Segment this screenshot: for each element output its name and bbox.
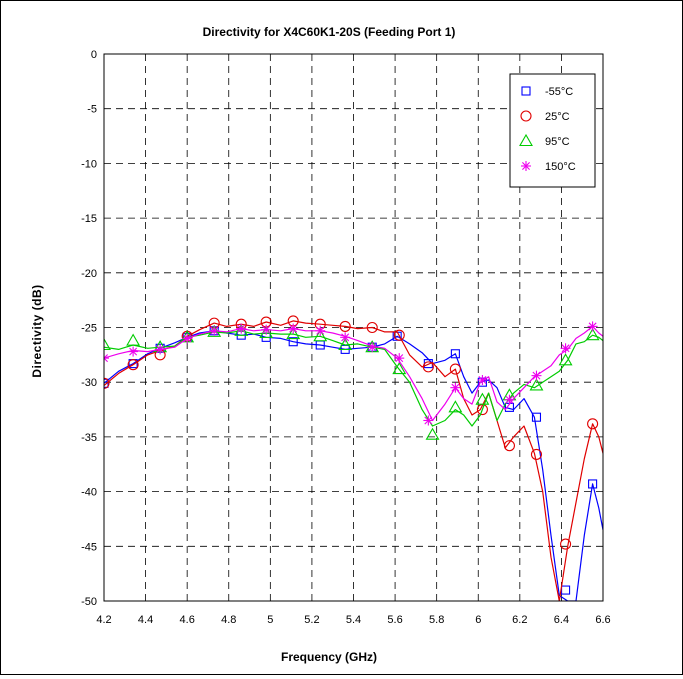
circle-marker [530,448,543,460]
asterisk-marker [531,370,542,381]
triangle-marker [286,326,301,340]
series-line [104,320,603,601]
series-layer [104,315,603,601]
plot-border [103,53,604,602]
asterisk-marker [504,394,515,405]
asterisk-marker [394,353,405,364]
y-tick-label: -20 [81,268,97,280]
chart-title: Directivity for X4C60K1-20S (Feeding Por… [203,25,456,39]
x-tick-label: 6 [475,614,481,626]
triangle-marker [558,353,573,366]
circle-marker [127,359,139,371]
x-axis-label: Frequency (GHz) [281,650,377,664]
triangle-marker [585,328,600,341]
y-axis-label: Directivity (dB) [30,284,44,377]
circle-marker [587,418,599,430]
circle-marker [520,110,532,122]
y-tick-label: -50 [81,596,97,608]
x-tick-label: 6.4 [554,614,569,626]
asterisk-marker [182,333,193,344]
asterisk-marker [450,382,461,393]
circle-marker [449,363,461,375]
square-marker [450,349,460,359]
y-tick-label: -35 [81,432,97,444]
triangle-marker [392,361,407,375]
y-tick-label: -10 [81,158,97,170]
legend-label: 95°C [545,136,570,148]
y-tick-label: -15 [81,213,97,225]
asterisk-marker [521,161,531,171]
triangle-marker [425,427,440,440]
circle-marker [422,361,434,373]
legend-label: 150°C [545,161,576,173]
asterisk-marker [104,353,109,364]
asterisk-marker [367,342,378,353]
asterisk-marker [128,346,139,357]
series-3 [104,321,603,426]
triangle-marker [338,337,353,351]
triangle-marker [519,133,533,147]
square-marker [521,86,531,96]
circle-marker [560,538,572,550]
legend-label: -55°C [545,86,573,98]
triangle-marker [313,329,328,342]
x-tick-label: 4.4 [138,614,153,626]
plot-area [103,53,604,602]
x-tick-label: 5.2 [304,614,319,626]
y-tick-label: -45 [81,541,97,553]
x-tick-label: 4.2 [96,614,111,626]
x-tick-label: 4.8 [221,614,236,626]
series-line [104,325,603,422]
triangle-marker [126,333,141,346]
circle-marker [366,321,378,334]
series-0 [104,326,603,601]
circle-marker [393,329,405,341]
asterisk-marker [340,332,351,343]
x-tick-label: 5.8 [429,614,444,626]
circle-marker [104,377,110,389]
y-tick-label: 0 [91,49,97,61]
y-tick-label: -25 [81,323,97,335]
triangle-marker [104,337,111,351]
asterisk-marker [587,321,598,332]
asterisk-marker [423,415,434,426]
asterisk-marker [477,375,488,386]
asterisk-marker [315,325,326,336]
square-marker [288,337,298,347]
asterisk-marker [209,325,220,336]
square-marker [588,479,598,489]
y-tick-label: -40 [81,487,97,499]
square-marker [104,378,109,388]
tick-labels: 4.2 4.4 4.6 4.8 5 5.2 5.4 5.6 5.8 6 6.2 6.4 6.6 0 -5 -1… [81,49,611,626]
series-1 [104,315,603,601]
x-tick-label: 6.2 [512,614,527,626]
legend-label: 25°C [545,111,570,123]
asterisk-marker [288,323,299,334]
x-tick-label: 4.6 [180,614,195,626]
triangle-marker [529,378,544,391]
asterisk-marker [560,343,571,354]
series-line [104,330,603,427]
y-tick-label: -30 [81,377,97,389]
x-tick-label: 5.6 [387,614,402,626]
x-tick-label: 6.6 [595,614,610,626]
square-marker [561,585,571,595]
x-tick-label: 5 [267,614,273,626]
asterisk-marker [261,324,272,335]
asterisk-marker [236,323,247,334]
circle-marker [503,440,515,452]
legend: -55°C 25°C 95°C 150°C [509,73,596,188]
triangle-marker [475,392,490,405]
circle-marker [339,320,351,332]
triangle-marker [234,323,249,336]
asterisk-marker [155,344,166,355]
x-tick-label: 5.4 [346,614,361,626]
y-tick-label: -5 [87,104,97,116]
triangle-marker [448,400,463,413]
square-marker [531,412,542,422]
